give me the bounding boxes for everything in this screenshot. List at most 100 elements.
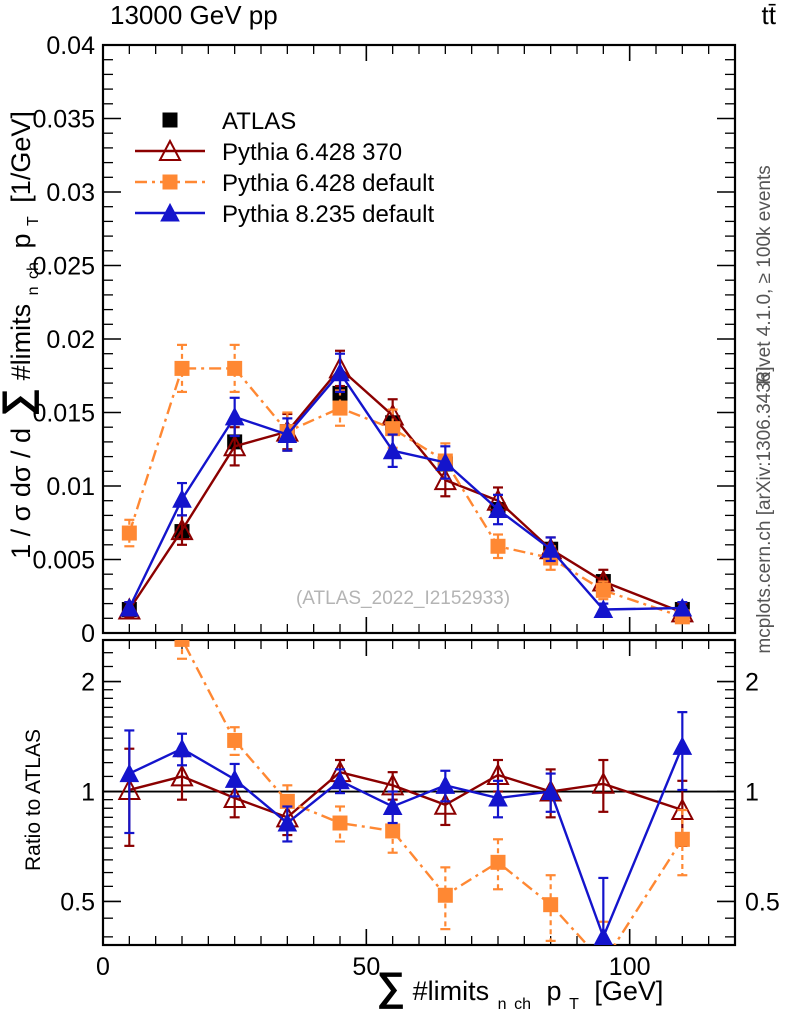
y-tick-label: 0.035 <box>32 106 95 134</box>
data-marker <box>223 434 247 457</box>
side-label-rivet: Rivet 4.1.0, ≥ 100k events <box>754 165 775 385</box>
ratio-y-tick-label-right: 1 <box>745 779 759 807</box>
data-marker <box>435 775 456 794</box>
series-line <box>128 370 683 611</box>
data-marker <box>277 812 298 832</box>
data-marker <box>674 831 690 847</box>
y-axis-title-ratio: Ratio to ATLAS <box>22 729 45 871</box>
data-marker <box>591 771 615 794</box>
y-tick-label: 0.03 <box>46 179 95 207</box>
ratio-panel-series <box>117 555 694 945</box>
data-marker <box>227 360 243 376</box>
data-marker <box>162 174 178 190</box>
main-panel-series <box>117 343 694 625</box>
legend-label: ATLAS <box>222 108 296 135</box>
legend-entry-0: ATLAS <box>162 108 296 135</box>
legend-entry-3: Pythia 8.235 default <box>135 201 434 228</box>
data-marker <box>160 202 180 222</box>
data-marker <box>122 555 136 569</box>
data-marker <box>227 732 243 748</box>
data-marker <box>332 815 348 831</box>
data-marker <box>170 517 194 541</box>
data-marker <box>172 489 192 508</box>
ratio-y-tick-label-right: 0.5 <box>745 888 780 916</box>
data-marker <box>433 792 457 815</box>
legend-label: Pythia 6.428 default <box>222 170 434 197</box>
ratio-line <box>128 745 684 941</box>
data-marker <box>672 597 693 617</box>
data-marker <box>437 887 453 903</box>
main-axis-frame <box>101 43 737 635</box>
y-tick-label: 0.04 <box>46 32 95 60</box>
data-marker <box>119 763 140 783</box>
data-marker <box>488 499 508 519</box>
data-marker <box>121 525 137 541</box>
ratio-panel-tick-labels: 0.5 0.5 1 1 2 2 0 50 100 <box>60 669 780 981</box>
side-label-mcplots: mcplots.cern.ch [arXiv:1306.3436] <box>754 366 775 653</box>
legend-label: Pythia 6.428 370 <box>222 139 402 166</box>
data-marker <box>593 599 614 618</box>
ratio-series-pythia-6-428-default <box>122 555 690 945</box>
svg-text:∑ #limits n: ∑ #limits n ch p T [GeV] <box>377 965 664 1013</box>
data-marker <box>174 640 190 647</box>
ratio-series-pythia-8-235-default <box>119 711 693 945</box>
legend-entry-2: Pythia 6.428 default <box>135 170 434 197</box>
y-tick-label: 0.025 <box>32 253 95 281</box>
ratio-y-tick-label-left: 0.5 <box>60 888 95 916</box>
ratio-line <box>129 770 683 819</box>
svg-text:1 / σ dσ / d ∑: 1 / σ dσ / d ∑ #limits n ch p T [1/GeV] <box>0 111 42 559</box>
ratio-axis-frame <box>101 638 737 947</box>
ratio-y-tick-label-right: 2 <box>745 669 759 697</box>
main-panel-tick-labels: 0 0.005 0.01 0.015 0.02 0.025 0.03 0.035 0.04 <box>32 32 95 648</box>
data-marker <box>119 597 140 617</box>
data-marker <box>382 796 403 816</box>
ratio-y-tick-label-left: 1 <box>81 779 95 807</box>
ratio-panel-frame <box>101 638 737 947</box>
data-marker <box>540 781 561 801</box>
main-panel-ticks <box>102 44 736 634</box>
data-marker <box>330 362 350 382</box>
data-marker <box>223 785 247 809</box>
data-marker <box>593 926 613 945</box>
x-axis-title: ∑ #limits n ch p T [GeV] <box>377 965 664 1013</box>
main-panel-frame <box>101 43 737 635</box>
data-marker <box>224 406 245 426</box>
legend: ATLAS Pythia 6.428 370 Pythia 6.428 defaul… <box>135 108 434 228</box>
x-tick-label: 50 <box>352 953 380 981</box>
data-marker <box>277 424 298 444</box>
x-tick-label: 0 <box>96 953 110 981</box>
header-left-label: 13000 GeV pp <box>110 0 278 30</box>
dataset-watermark: (ATLAS_2022_I2152933) <box>296 588 510 609</box>
data-marker <box>330 770 350 790</box>
data-marker <box>172 738 192 758</box>
series-pythia-6-428-default <box>121 343 690 625</box>
y-tick-label: 0.015 <box>32 400 95 428</box>
legend-label: Pythia 8.235 default <box>222 201 434 228</box>
ratio-panel-ticks <box>102 639 736 945</box>
data-marker <box>224 769 245 788</box>
data-marker <box>170 764 194 787</box>
header-right-label: tt̄ <box>762 0 777 30</box>
data-marker <box>174 360 190 376</box>
y-tick-label: 0.005 <box>32 547 95 575</box>
data-marker <box>490 538 506 554</box>
data-marker <box>543 897 559 913</box>
data-marker <box>382 440 403 460</box>
y-axis-title-main: 1 / σ dσ / d ∑ #limits n ch p T [1/GeV] <box>0 111 42 559</box>
data-marker <box>385 823 401 839</box>
y-tick-label: 0.02 <box>46 326 95 354</box>
x-tick-label: 100 <box>609 953 651 981</box>
data-marker <box>488 787 508 807</box>
data-marker <box>595 582 611 598</box>
legend-entry-1: Pythia 6.428 370 <box>135 138 402 166</box>
ratio-line <box>180 640 684 945</box>
data-marker <box>490 854 506 870</box>
y-tick-label: 0.01 <box>46 473 95 501</box>
data-marker <box>540 539 561 558</box>
data-marker <box>332 400 348 416</box>
data-marker <box>435 452 456 471</box>
data-marker <box>162 112 178 128</box>
ratio-y-tick-label-left: 2 <box>81 669 95 697</box>
